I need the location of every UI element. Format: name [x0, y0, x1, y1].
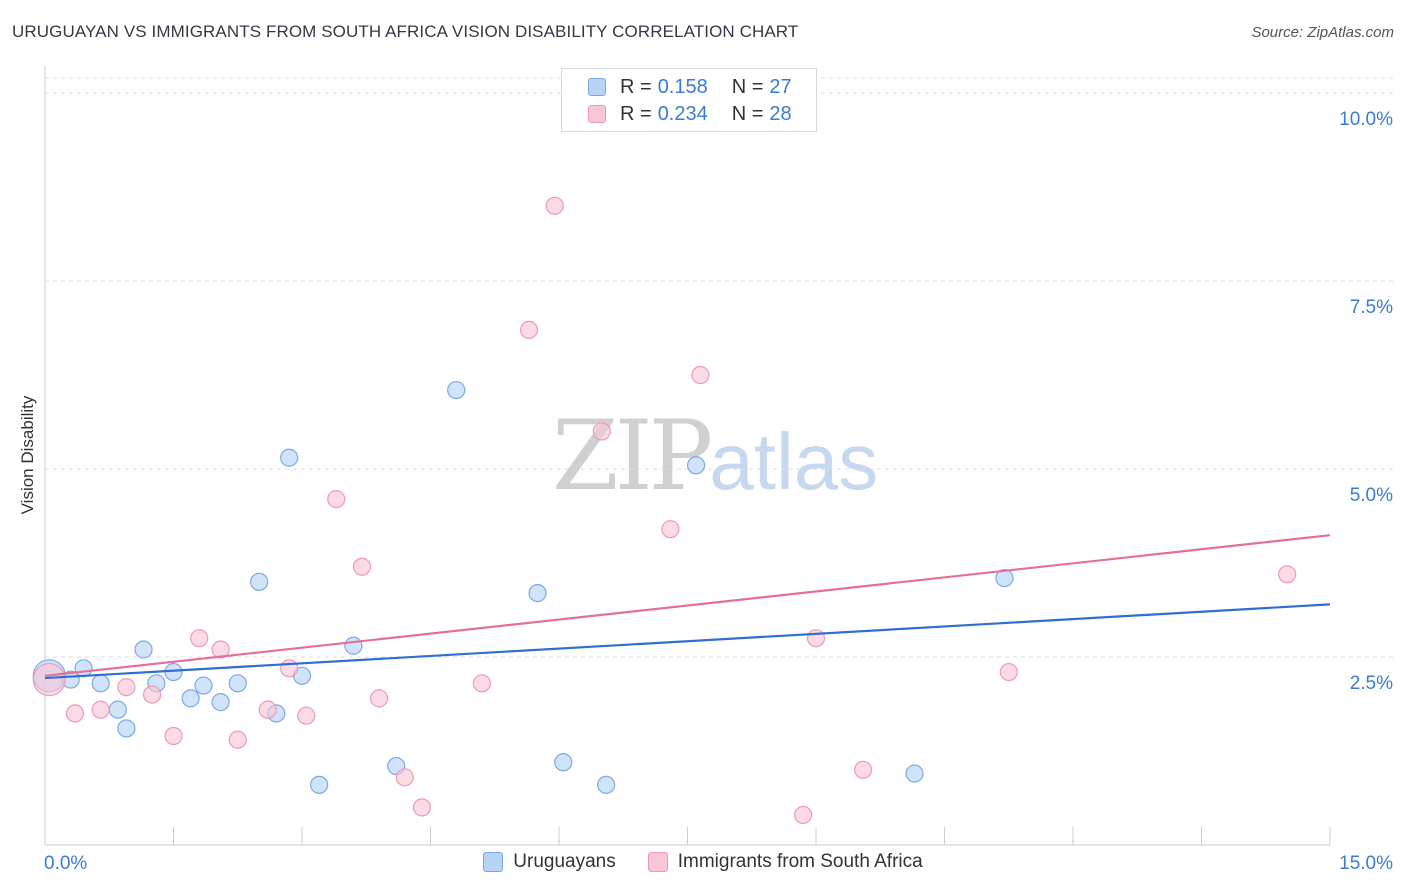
data-point-uruguayans — [91, 674, 110, 693]
legend-r-label: R = — [620, 102, 652, 125]
data-point-south-africa — [412, 798, 432, 817]
legend-swatch-blue — [483, 852, 504, 872]
legend-row-south-africa: R = 0.234 N = 28 — [588, 103, 792, 125]
data-point-south-africa — [370, 689, 389, 708]
data-point-south-africa — [999, 662, 1018, 682]
data-point-south-africa — [661, 520, 680, 539]
data-point-south-africa — [228, 730, 247, 749]
data-point-south-africa — [854, 760, 873, 779]
data-point-south-africa — [806, 629, 826, 648]
data-point-uruguayans — [108, 700, 127, 719]
y-tick-label: 5.0% — [1350, 485, 1393, 506]
data-point-south-africa — [352, 557, 372, 576]
data-point-south-africa — [117, 677, 136, 697]
watermark-atlas: atlas — [709, 417, 879, 506]
legend-swatch-blue — [588, 78, 606, 96]
data-point-south-africa — [592, 422, 611, 441]
data-point-uruguayans — [344, 636, 363, 655]
legend-label-uruguayans: Uruguayans — [513, 851, 616, 872]
data-point-uruguayans — [134, 640, 153, 659]
data-point-south-africa — [1278, 565, 1297, 584]
correlation-legend: R = 0.158 N = 27 R = 0.234 N = 28 — [561, 68, 817, 132]
watermark-zip: ZIP — [552, 400, 713, 512]
legend-item-uruguayans[interactable]: Uruguayans — [483, 851, 616, 873]
x-tick-label: 15.0% — [1339, 853, 1393, 874]
legend-n-label: N = — [731, 102, 764, 125]
trend-line-south-africa — [44, 534, 1331, 677]
series-legend: Uruguayans Immigrants from South Africa — [0, 851, 1406, 873]
data-point-uruguayans — [211, 693, 230, 712]
data-point-uruguayans — [528, 583, 547, 603]
data-point-south-africa — [65, 704, 85, 723]
legend-r-value: 0.234 — [657, 102, 708, 125]
source-label: Source: ZipAtlas.com — [1251, 24, 1394, 41]
data-point-south-africa — [472, 674, 491, 693]
data-point-uruguayans — [280, 448, 299, 467]
data-point-south-africa — [164, 726, 183, 746]
data-point-south-africa — [297, 706, 316, 725]
legend-r-value: 0.158 — [657, 75, 708, 98]
data-point-uruguayans — [995, 568, 1014, 588]
data-point-uruguayans — [554, 753, 573, 772]
data-point-south-africa — [258, 700, 277, 719]
trend-line-uruguayans — [44, 603, 1331, 680]
legend-item-south-africa[interactable]: Immigrants from South Africa — [647, 851, 923, 873]
data-point-south-africa — [32, 662, 66, 697]
data-point-south-africa — [280, 659, 299, 678]
watermark: ZIPatlas — [552, 400, 878, 512]
data-point-uruguayans — [447, 380, 466, 400]
data-point-uruguayans — [597, 775, 616, 794]
data-point-south-africa — [691, 365, 710, 385]
data-point-uruguayans — [228, 674, 247, 693]
legend-n-value: 28 — [769, 102, 792, 125]
legend-swatch-pink — [647, 852, 668, 872]
y-tick-label: 2.5% — [1350, 673, 1393, 694]
legend-label-south-africa: Immigrants from South Africa — [677, 851, 923, 872]
chart-title: URUGUAYAN VS IMMIGRANTS FROM SOUTH AFRIC… — [12, 22, 799, 41]
data-point-uruguayans — [194, 676, 213, 695]
legend-r-label: R = — [620, 75, 652, 98]
data-point-south-africa — [142, 685, 162, 704]
data-point-south-africa — [794, 805, 813, 825]
data-point-south-africa — [519, 320, 539, 340]
legend-n-value: 27 — [769, 75, 792, 98]
data-point-south-africa — [91, 700, 110, 719]
data-point-south-africa — [327, 489, 346, 509]
data-point-uruguayans — [74, 659, 93, 678]
y-tick-label: 10.0% — [1339, 109, 1393, 130]
x-tick-label: 0.0% — [44, 853, 87, 874]
legend-n-label: N = — [731, 75, 764, 98]
data-point-uruguayans — [117, 719, 136, 738]
data-point-uruguayans — [686, 456, 706, 475]
data-point-uruguayans — [310, 775, 329, 794]
legend-row-uruguayans: R = 0.158 N = 27 — [588, 76, 792, 98]
y-tick-label: 7.5% — [1350, 297, 1393, 318]
data-point-south-africa — [211, 640, 230, 659]
data-point-uruguayans — [905, 764, 924, 783]
legend-swatch-pink — [588, 105, 606, 123]
data-point-uruguayans — [181, 689, 200, 708]
y-axis-label: Vision Disability — [18, 395, 37, 515]
data-point-south-africa — [545, 196, 564, 215]
data-point-south-africa — [190, 629, 209, 648]
data-point-south-africa — [395, 768, 414, 787]
data-point-uruguayans — [250, 572, 269, 591]
